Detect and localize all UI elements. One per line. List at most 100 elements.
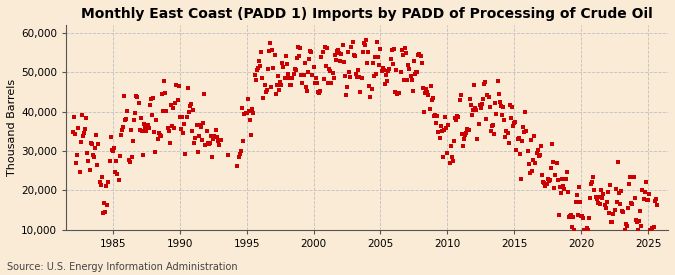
Point	[294, 53, 304, 58]
Point	[603, 211, 614, 215]
Point	[502, 131, 513, 136]
Point	[342, 85, 352, 90]
Point	[78, 131, 89, 135]
Point	[68, 130, 78, 134]
Point	[298, 73, 309, 77]
Point	[295, 45, 306, 50]
Point	[508, 123, 518, 128]
Point	[104, 159, 115, 164]
Point	[547, 142, 558, 146]
Point	[518, 125, 529, 129]
Point	[331, 49, 342, 53]
Point	[353, 68, 364, 72]
Point	[572, 213, 583, 217]
Point	[612, 200, 622, 205]
Point	[382, 79, 393, 83]
Point	[485, 129, 496, 133]
Point	[193, 134, 204, 138]
Point	[533, 154, 544, 158]
Point	[629, 196, 640, 200]
Point	[463, 128, 474, 132]
Point	[310, 76, 321, 80]
Point	[468, 108, 479, 112]
Point	[126, 128, 136, 132]
Point	[83, 159, 94, 164]
Point	[155, 134, 166, 138]
Point	[92, 163, 103, 167]
Point	[357, 50, 368, 55]
Point	[377, 66, 388, 70]
Point	[249, 72, 260, 77]
Point	[379, 68, 389, 72]
Point	[350, 72, 361, 76]
Point	[182, 86, 193, 90]
Point	[266, 85, 277, 89]
Point	[232, 163, 242, 168]
Point	[69, 115, 80, 119]
Point	[365, 95, 376, 100]
Point	[84, 167, 95, 172]
Point	[321, 64, 331, 68]
Point	[144, 103, 155, 107]
Point	[177, 115, 188, 119]
Point	[539, 180, 549, 185]
Point	[605, 220, 616, 224]
Point	[484, 105, 495, 110]
Point	[188, 108, 198, 113]
Point	[252, 66, 263, 70]
Point	[436, 129, 447, 134]
Point	[405, 74, 416, 78]
Point	[614, 191, 624, 195]
Point	[72, 153, 82, 157]
Point	[608, 212, 619, 216]
Point	[302, 89, 313, 93]
Point	[603, 189, 614, 194]
Point	[585, 196, 595, 200]
Point	[494, 100, 505, 104]
Point	[644, 192, 655, 196]
Point	[112, 171, 123, 176]
Point	[452, 114, 463, 118]
Point	[504, 103, 515, 107]
Point	[548, 160, 559, 164]
Point	[97, 175, 107, 179]
Point	[184, 110, 194, 114]
Point	[130, 111, 140, 116]
Point	[161, 109, 172, 114]
Point	[462, 127, 472, 132]
Point	[244, 118, 255, 122]
Point	[236, 149, 246, 153]
Point	[261, 88, 272, 92]
Point	[105, 135, 116, 140]
Point	[466, 113, 477, 117]
Point	[371, 72, 381, 76]
Point	[211, 135, 222, 139]
Point	[194, 123, 205, 127]
Point	[346, 45, 357, 49]
Point	[299, 61, 310, 66]
Point	[456, 132, 467, 136]
Point	[133, 101, 144, 105]
Point	[492, 79, 503, 84]
Point	[596, 188, 607, 192]
Point	[258, 96, 269, 100]
Point	[519, 130, 530, 134]
Point	[113, 178, 124, 182]
Point	[622, 224, 632, 229]
Point	[242, 111, 252, 116]
Point	[306, 50, 317, 54]
Point	[588, 174, 599, 179]
Point	[408, 88, 418, 93]
Point	[560, 177, 571, 181]
Point	[537, 173, 547, 177]
Point	[367, 61, 378, 65]
Point	[439, 128, 450, 132]
Point	[379, 81, 390, 86]
Point	[269, 53, 280, 57]
Point	[366, 87, 377, 91]
Point	[141, 128, 152, 133]
Point	[162, 126, 173, 130]
Point	[201, 128, 212, 133]
Point	[251, 68, 262, 72]
Point	[425, 84, 436, 88]
